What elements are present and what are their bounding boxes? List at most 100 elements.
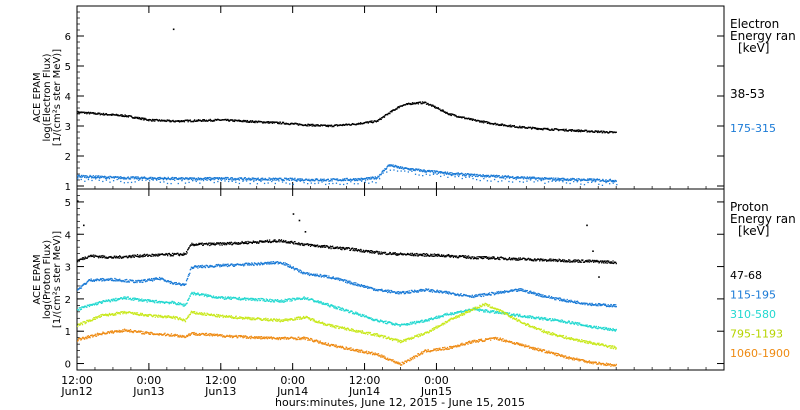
data-point bbox=[264, 241, 266, 243]
data-point bbox=[127, 116, 129, 118]
data-point bbox=[243, 119, 245, 122]
data-point bbox=[412, 168, 414, 170]
data-point bbox=[327, 303, 330, 305]
data-point bbox=[236, 242, 238, 244]
data-point bbox=[580, 131, 582, 133]
data-point bbox=[147, 178, 149, 180]
data-point bbox=[539, 294, 541, 296]
data-point bbox=[378, 252, 381, 254]
data-point bbox=[481, 175, 484, 178]
data-point bbox=[456, 255, 458, 257]
data-point bbox=[341, 309, 343, 311]
data-point bbox=[190, 178, 193, 181]
data-point bbox=[495, 292, 498, 295]
data-point bbox=[394, 291, 396, 294]
data-point bbox=[418, 254, 420, 256]
data-point bbox=[118, 257, 120, 259]
data-point bbox=[178, 304, 180, 306]
data-point bbox=[344, 309, 347, 311]
data-point bbox=[566, 260, 568, 262]
data-point bbox=[288, 266, 291, 268]
data-point bbox=[270, 301, 272, 303]
data-point bbox=[454, 256, 457, 258]
data-point bbox=[113, 280, 115, 282]
data-point bbox=[220, 243, 223, 245]
data-point bbox=[263, 121, 265, 123]
data-point bbox=[496, 291, 498, 293]
data-point bbox=[222, 297, 224, 299]
data-point bbox=[225, 243, 228, 246]
data-point bbox=[419, 288, 422, 291]
data-point bbox=[375, 251, 377, 253]
data-point bbox=[209, 176, 211, 179]
data-point bbox=[90, 175, 92, 178]
data-point bbox=[212, 295, 215, 297]
data-point bbox=[473, 257, 475, 260]
data-point bbox=[355, 179, 357, 182]
data-point bbox=[191, 267, 194, 270]
data-point bbox=[442, 109, 444, 111]
data-point bbox=[253, 120, 256, 123]
data-point bbox=[271, 299, 273, 301]
data-point bbox=[346, 247, 348, 249]
data-point bbox=[284, 300, 286, 302]
data-point bbox=[200, 294, 202, 296]
data-point bbox=[187, 178, 189, 181]
data-point bbox=[259, 263, 262, 265]
data-point bbox=[485, 294, 487, 296]
data-point bbox=[607, 304, 609, 306]
data-point bbox=[204, 177, 206, 179]
data-point bbox=[327, 125, 330, 128]
data-point bbox=[321, 302, 324, 304]
data-point bbox=[469, 256, 471, 258]
data-point bbox=[353, 312, 355, 314]
data-point bbox=[346, 177, 348, 180]
data-point bbox=[153, 118, 155, 121]
data-point bbox=[437, 107, 439, 110]
data-point bbox=[257, 121, 259, 123]
data-point bbox=[325, 180, 327, 182]
data-point bbox=[342, 280, 345, 282]
data-point bbox=[212, 243, 214, 245]
data-point bbox=[120, 176, 122, 178]
data-point bbox=[314, 275, 316, 277]
data-point bbox=[230, 298, 232, 300]
data-point bbox=[199, 182, 201, 184]
data-point bbox=[570, 130, 573, 132]
data-point bbox=[280, 262, 282, 264]
data-point bbox=[390, 111, 392, 113]
data-point bbox=[519, 125, 521, 127]
data-point bbox=[585, 260, 588, 263]
data-point bbox=[339, 246, 341, 248]
data-point bbox=[309, 180, 312, 182]
data-point bbox=[547, 259, 549, 261]
data-point bbox=[178, 120, 180, 122]
data-point bbox=[251, 177, 253, 179]
data-point bbox=[128, 255, 130, 257]
data-point bbox=[252, 263, 254, 266]
data-point bbox=[80, 287, 83, 289]
data-point bbox=[299, 244, 301, 246]
data-point bbox=[134, 177, 136, 179]
data-point bbox=[265, 122, 267, 124]
data-point bbox=[424, 171, 426, 173]
data-point bbox=[370, 120, 372, 122]
data-point bbox=[123, 115, 126, 118]
data-point bbox=[562, 177, 564, 179]
data-point bbox=[616, 183, 618, 186]
data-point bbox=[360, 285, 362, 288]
data-point bbox=[202, 266, 204, 269]
data-point bbox=[609, 305, 611, 308]
data-point bbox=[486, 180, 489, 182]
data-point bbox=[457, 257, 459, 259]
data-point bbox=[272, 299, 274, 301]
data-point bbox=[523, 290, 526, 293]
data-point bbox=[545, 178, 547, 180]
data-point bbox=[539, 295, 541, 297]
data-point bbox=[202, 244, 204, 246]
data-point bbox=[292, 266, 294, 268]
data-point bbox=[570, 177, 572, 180]
data-point bbox=[314, 244, 317, 247]
data-point bbox=[300, 179, 303, 181]
data-point bbox=[342, 183, 345, 186]
